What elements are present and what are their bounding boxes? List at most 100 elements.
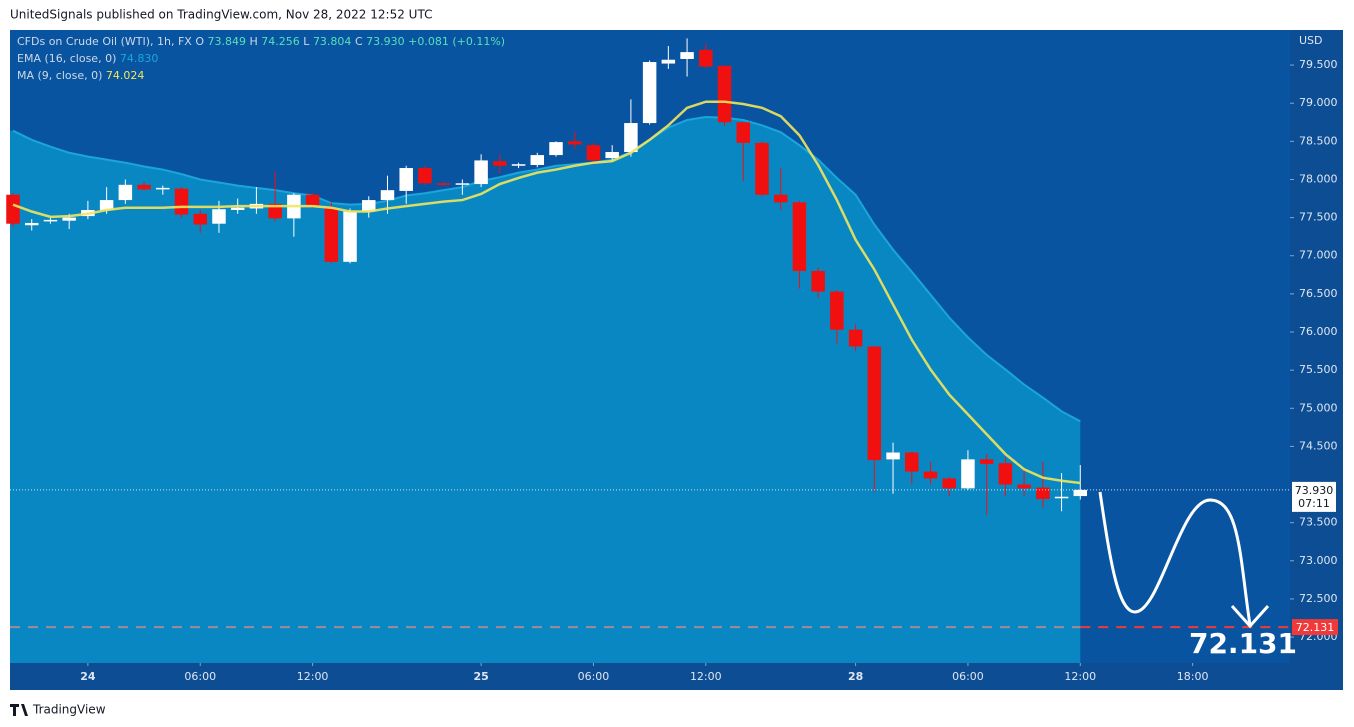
candle-body (268, 203, 282, 219)
legend-value: 74.256 (261, 35, 300, 48)
candle-body (1073, 489, 1088, 497)
candle-body (661, 59, 676, 64)
candle-body (230, 207, 245, 210)
candle-body (642, 62, 657, 124)
x-tick-label: 12:00 (690, 670, 722, 683)
candle-body (305, 194, 320, 206)
candle-body (137, 184, 151, 190)
legend-key: O (195, 35, 204, 48)
candle-body (755, 142, 769, 195)
bar-countdown: 07:11 (1298, 497, 1330, 510)
legend-change: +0.081 (+0.11%) (408, 35, 505, 48)
candle-body (380, 190, 395, 201)
publish-header: UnitedSignals published on TradingView.c… (10, 8, 432, 22)
candle-body (43, 219, 58, 222)
candle-body (624, 123, 638, 153)
candle-body (586, 145, 601, 161)
currency-label: USD (1299, 34, 1323, 47)
candle-body (680, 52, 694, 59)
y-tick-label: 76.000 (1299, 325, 1338, 338)
target-annotation: 72.131 (1189, 627, 1297, 660)
x-tick-label: 12:00 (297, 670, 329, 683)
x-tick-label: 28 (848, 670, 863, 683)
x-tick-label: 18:00 (1177, 670, 1209, 683)
projection-arrowhead (1230, 604, 1270, 629)
legend-value: 73.849 (208, 35, 247, 48)
y-tick-label: 75.000 (1299, 401, 1338, 414)
projection-curve (1098, 491, 1252, 626)
candle-body (511, 164, 526, 166)
candle-body (324, 207, 339, 262)
candle-body (961, 459, 975, 489)
legend-row: EMA (16, close, 0) 74.830 (17, 52, 158, 65)
ema-area (10, 116, 1081, 664)
brand-name: TradingView (32, 703, 106, 717)
candle-body (886, 452, 900, 460)
y-tick-label: 73.000 (1299, 554, 1338, 567)
y-tick-label: 73.500 (1299, 516, 1338, 529)
candle-body (867, 346, 882, 461)
x-tick-label: 06:00 (952, 670, 984, 683)
candle-body (1054, 496, 1069, 499)
candle-body (24, 222, 39, 226)
y-tick-label: 77.500 (1299, 211, 1338, 224)
last-price-label: 73.930 (1295, 484, 1334, 497)
candle-body (923, 471, 938, 479)
legend-key: L (303, 35, 310, 48)
target-price-box (1292, 619, 1338, 636)
x-tick-label: 24 (80, 670, 96, 683)
candle-body (811, 270, 825, 292)
candle-body (343, 211, 357, 262)
candle-body (979, 459, 994, 464)
candle-body (848, 329, 863, 347)
y-tick-label: 79.000 (1299, 96, 1338, 109)
target-price-label: 72.131 (1296, 621, 1335, 634)
y-tick-label: 77.000 (1299, 249, 1338, 262)
legend-value: 73.804 (313, 35, 352, 48)
candle-body (998, 463, 1013, 485)
legend-series-name: MA (9, close, 0) (17, 69, 102, 82)
y-tick-label: 78.500 (1299, 134, 1338, 147)
candle-body (493, 161, 507, 166)
x-tick-label: 06:00 (578, 670, 610, 683)
candle-body (156, 187, 170, 190)
candle-body (6, 194, 20, 224)
candle-body (605, 152, 619, 159)
candle-body (455, 183, 470, 185)
candle-body (549, 142, 563, 156)
candle-body (942, 478, 956, 489)
plot: 72.00072.50073.00073.50074.50075.00075.5… (6, 34, 1338, 683)
footer: TradingView (10, 703, 106, 717)
candle-body (436, 183, 451, 185)
ema-edge (12, 115, 1081, 423)
x-tick-label: 12:00 (1064, 670, 1096, 683)
candle-body (1017, 484, 1031, 489)
candle-body (792, 202, 807, 271)
candle-body (905, 452, 919, 472)
candle-body (399, 168, 413, 191)
candle-body (530, 155, 545, 165)
x-tick-label: 06:00 (184, 670, 216, 683)
candle-body (62, 217, 76, 221)
y-tick-label: 75.500 (1299, 363, 1338, 376)
legend-series-value: 74.024 (106, 69, 145, 82)
candle-body (418, 168, 432, 184)
candle-body (773, 194, 788, 203)
y-tick-label: 76.500 (1299, 287, 1338, 300)
last-price-box (1292, 481, 1336, 512)
legend-series-value: 74.830 (120, 52, 159, 65)
legend-symbol: CFDs on Crude Oil (WTI), 1h, FX (17, 35, 192, 48)
x-tick-label: 25 (473, 670, 488, 683)
candle-body (193, 213, 207, 225)
legend-row: MA (9, close, 0) 74.024 (17, 69, 144, 82)
y-tick-label: 74.500 (1299, 439, 1338, 452)
candle-body (717, 65, 732, 123)
candle-body (736, 122, 750, 143)
candle-body (699, 49, 713, 67)
legend-row: CFDs on Crude Oil (WTI), 1h, FX O 73.849… (17, 35, 505, 48)
ma-line (12, 100, 1081, 485)
candle-body (830, 291, 844, 330)
candle-body (118, 184, 133, 201)
candle-body (1036, 487, 1050, 500)
